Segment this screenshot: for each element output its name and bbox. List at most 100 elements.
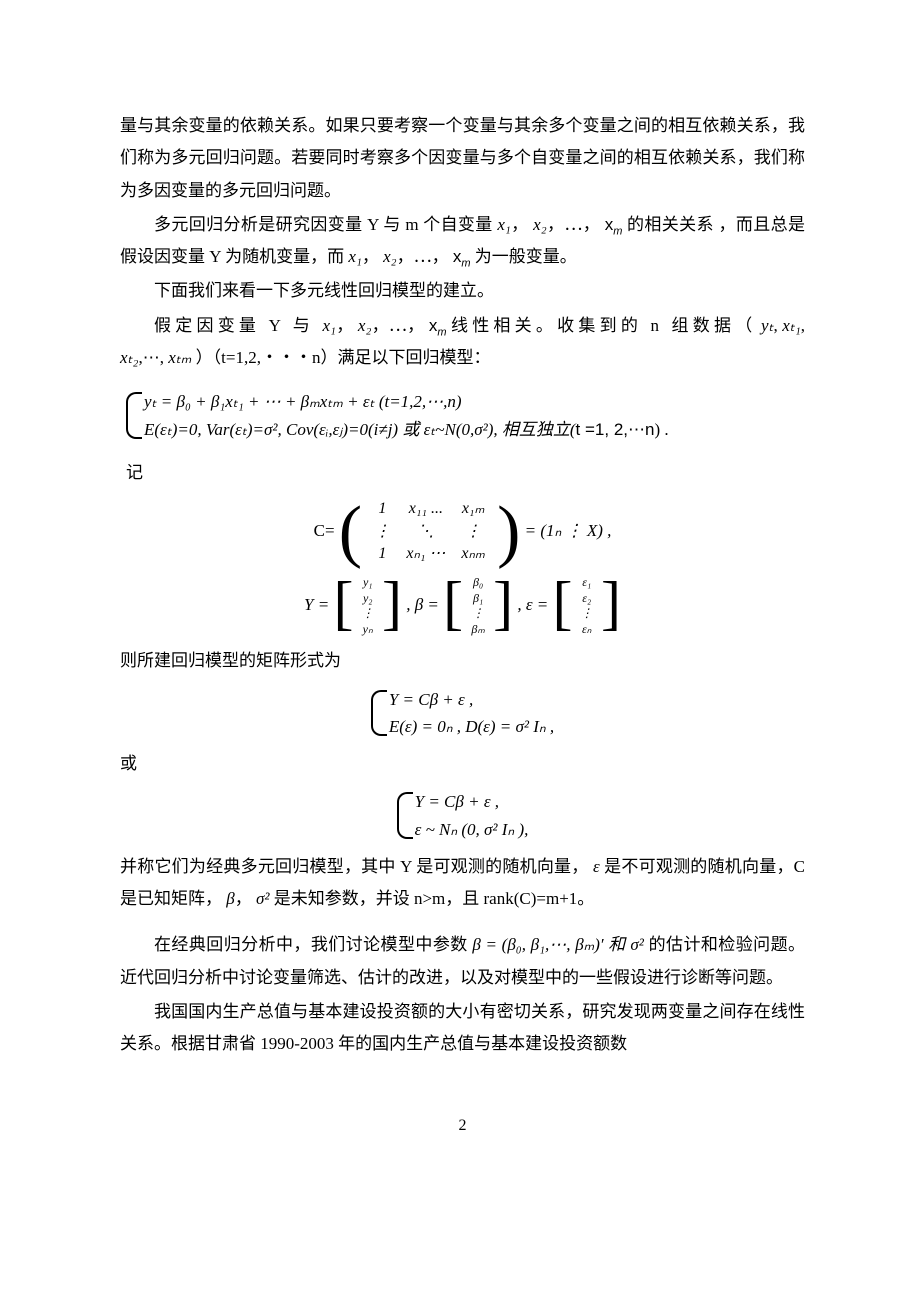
var-xm-2: xm [453,247,471,266]
paren-left-icon: ( [339,497,362,567]
vb2: ⋮ [467,606,488,622]
var-xtm-2: xₜₘ [168,348,191,367]
dots: ，⋯， [547,215,601,234]
xm-sub: m [613,225,622,237]
paragraph-3: 下面我们来看一下多元线性回归模型的建立。 [120,275,805,307]
var-xm-3: xm [429,316,447,335]
beta-vec: β = (β₀, β₁,⋯, βₘ)′ 和 σ² [472,935,644,954]
p8c: 是未知参数，并设 n>m，且 rank(C)=m+1。 [274,889,595,908]
vy0: y₁ [358,575,378,591]
vecY-body: y₁ y₂ ⋮ yₙ [358,575,378,637]
bracket-right-icon-1: ] [382,573,402,633]
bracket-right-icon-2: ] [493,573,513,633]
ve0: ε₁ [577,575,597,591]
matrixC-rhs: = (1ₙ ⋮ X) , [525,521,612,540]
eq1-l2c: ) . [654,420,668,439]
paragraph-9: 在经典回归分析中，我们讨论模型中参数 β = (β₀, β₁,⋯, βₘ)′ 和… [120,929,805,994]
var-yt: yₜ [761,316,774,335]
page-container: 量与其余变量的依赖关系。如果只要考察一个变量与其余多个变量之间的相互依赖关系，我… [0,0,920,1181]
bracket-left-icon-2: [ [443,573,463,633]
comma: ， [511,215,529,234]
var-x2: x₂ [533,215,546,234]
var-xt1: xₜ₁ [782,316,800,335]
vb1: β₁ [467,591,488,607]
c1: , [774,316,783,335]
mc-22: xₙₘ [453,543,492,566]
eq1-l2b: t =1, 2,⋯n [576,420,655,439]
comma-2: ， [362,247,379,266]
equation-3: Y = Cβ + ε , E(ε) = 0ₙ , D(ε) = σ² Iₙ , [120,686,805,740]
p2-text-c: 为一般变量。 [475,247,577,266]
eq4-line2: ε ~ Nₙ (0, σ² Iₙ ), [415,816,529,843]
var-xm: xm [605,215,623,234]
p9a: 在经典回归分析中，我们讨论模型中参数 [154,935,472,954]
dots-3: ，⋯， [371,316,424,335]
beta-sym: β [226,889,234,908]
paragraph-2: 多元回归分析是研究因变量 Y 与 m 个自变量 x₁， x₂，⋯， xm 的相关… [120,209,805,274]
mc-12: ⋮ [453,521,492,544]
var-x1: x₁ [497,215,510,234]
bracket-left-icon-3: [ [552,573,572,633]
p2-text-a: 多元回归分析是研究因变量 Y 与 m 个自变量 [154,215,497,234]
ve1: ε₂ [577,591,597,607]
ve3: εₙ [577,622,597,638]
eq4-line1: Y = Cβ + ε , [415,788,529,815]
mc-21: xₙ₁ ⋯ [398,543,453,566]
eq3-line2: E(ε) = 0ₙ , D(ε) = σ² Iₙ , [389,713,554,740]
vy1: y₂ [358,591,378,607]
ve2: ⋮ [577,606,597,622]
paragraph-6: 则所建回归模型的矩阵形式为 [120,645,805,677]
p4-text-b: 线性相关。收集到的 n 组数据（ [451,316,757,335]
mc-10: ⋮ [366,521,398,544]
p8a: 并称它们为经典多元回归模型，其中 Y 是可观测的随机向量， [120,857,589,876]
mc-20: 1 [366,543,398,566]
vecB-label: , β = [406,595,443,614]
paragraph-4: 假定因变量 Y 与 x₁， x₂，⋯， xm 线性相关。收集到的 n 组数据（ … [120,310,805,375]
xm-base: x [605,215,614,234]
paragraph-1: 量与其余变量的依赖关系。如果只要考察一个变量与其余多个变量之间的相互依赖关系，我… [120,110,805,207]
vecE-label: , ε = [517,595,552,614]
paragraph-10: 我国国内生产总值与基本建设投资额的大小有密切关系，研究发现两变量之间存在线性关系… [120,996,805,1061]
bracket-right-icon-3: ] [601,573,621,633]
equation-1: yₜ = β₀ + β₁xₜ₁ + ⋯ + βₘxₜₘ + εₜ (t=1,2,… [126,388,805,442]
mc-01: x₁₁ ... [398,498,453,521]
equation-2-matrix-C: C= ( 1x₁₁ ...x₁ₘ ⋮⋱⋮ 1xₙ₁ ⋯xₙₘ ) = (1ₙ ⋮… [120,497,805,567]
var-xt2: xₜ₂ [120,348,138,367]
var-x1-3: x₁ [323,316,336,335]
sigma2: σ² [256,889,269,908]
vecY-label: Y = [304,595,333,614]
paragraph-5: 记 [126,457,805,489]
var-x1-2: x₁ [348,247,361,266]
eq3-line1: Y = Cβ + ε , [389,686,554,713]
bracket-left-icon-1: [ [333,573,353,633]
vy2: ⋮ [358,606,378,622]
equation-2-vectors: Y = [ y₁ y₂ ⋮ yₙ ] , β = [ β₀ β₁ ⋮ βₘ ] … [120,575,805,637]
dots-2: ，⋯， [397,247,449,266]
vecE-body: ε₁ ε₂ ⋮ εₙ [577,575,597,637]
eq1-l2a: E(εₜ)=0, Var(εₜ)=σ², Cov(εᵢ,εⱼ)=0(i≠j) 或… [144,420,576,439]
vb0: β₀ [467,575,488,591]
xm-sub-3: m [437,326,446,338]
eq1-line1: yₜ = β₀ + β₁xₜ₁ + ⋯ + βₘxₜₘ + εₜ (t=1,2,… [144,388,669,415]
p4-text-c: ）（t=1,2,・・・n）满足以下回归模型： [196,348,491,367]
vy3: yₙ [358,622,378,638]
paragraph-7: 或 [120,748,805,780]
vb3: βₘ [467,622,488,638]
eq1-line2: E(εₜ)=0, Var(εₜ)=σ², Cov(εᵢ,εⱼ)=0(i≠j) 或… [144,416,669,443]
equation-4: Y = Cβ + ε , ε ~ Nₙ (0, σ² Iₙ ), [120,788,805,842]
paragraph-8: 并称它们为经典多元回归模型，其中 Y 是可观测的随机向量， ε 是不可观测的随机… [120,851,805,916]
mc-02: x₁ₘ [453,498,492,521]
matrixC-label: C= [314,521,335,540]
xm-sub-2: m [461,258,470,270]
eps: ε [593,857,600,876]
mc-11: ⋱ [398,521,453,544]
p4-text-a: 假定因变量 Y 与 [154,316,323,335]
paren-right-icon: ) [497,497,520,567]
var-x2-3: x₂ [358,316,371,335]
mc-00: 1 [366,498,398,521]
page-number: 2 [120,1111,805,1141]
vecB-body: β₀ β₁ ⋮ βₘ [467,575,488,637]
matrixC-body: 1x₁₁ ...x₁ₘ ⋮⋱⋮ 1xₙ₁ ⋯xₙₘ [366,498,493,566]
var-x2-2: x₂ [383,247,396,266]
c2: , [801,316,805,335]
